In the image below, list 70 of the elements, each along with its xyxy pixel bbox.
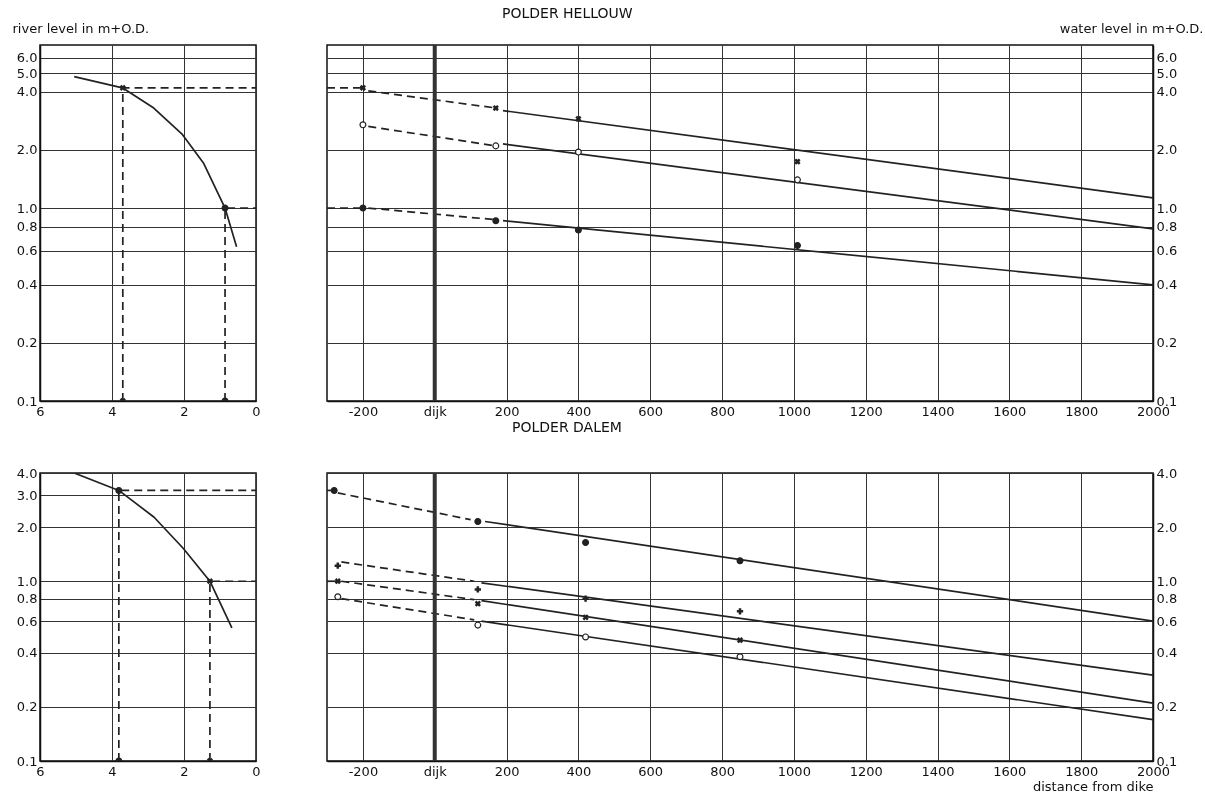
y2-tick-label: 4.0: [1156, 465, 1178, 481]
x-tick-label: dijk: [423, 403, 448, 419]
x-tick-label: 1200: [849, 763, 883, 779]
y-tick-label: 0.1: [16, 753, 38, 769]
chart-title: POLDER DALEM: [512, 419, 622, 435]
x-tick-label: 6: [36, 403, 45, 419]
y-tick-label: 0.8: [16, 219, 38, 235]
y2-tick-label: 5.0: [1156, 65, 1178, 81]
x-tick-label: 0: [252, 403, 261, 419]
y2-tick-label: 0.2: [1156, 335, 1178, 351]
y2-tick-label: 2.0: [1156, 519, 1178, 535]
x-tick-label: -200: [348, 403, 379, 419]
y2-tick-label: 1.0: [1156, 573, 1178, 589]
y-axis-title: river level in m+O.D.: [12, 20, 150, 36]
y-tick-label: 4.0: [16, 84, 38, 100]
x-tick-label: 6: [36, 763, 45, 779]
x-tick-label: 2: [180, 403, 189, 419]
y-tick-label: 1.0: [16, 573, 38, 589]
y-tick-label: 3.0: [16, 487, 38, 503]
x-tick-label: 800: [710, 403, 735, 419]
x-tick-label: 600: [638, 403, 664, 419]
y-tick-label: 4.0: [16, 465, 38, 481]
y-tick-label: 0.2: [16, 335, 38, 351]
x-tick-label: 1800: [1065, 763, 1099, 779]
x-tick-label: 800: [710, 763, 735, 779]
y-tick-label: 0.1: [16, 393, 38, 409]
y2-tick-label: 0.6: [1156, 243, 1178, 259]
x-tick-label: 1400: [921, 763, 955, 779]
x-tick-label: 200: [494, 403, 520, 419]
x-tick-label: 600: [638, 763, 664, 779]
x-tick-label: 4: [108, 763, 117, 779]
y-tick-label: 0.4: [16, 277, 38, 293]
y-tick-label: 0.2: [16, 699, 38, 715]
y-tick-label: 2.0: [16, 142, 38, 158]
y2-tick-label: 2.0: [1156, 142, 1178, 158]
x-tick-label: 1800: [1065, 403, 1099, 419]
y2-tick-label: 0.8: [1156, 219, 1178, 235]
x-tick-label: 200: [494, 763, 520, 779]
x-tick-label: -200: [348, 763, 379, 779]
x-tick-label: 400: [566, 763, 592, 779]
x-tick-label: 400: [566, 403, 592, 419]
y2-tick-label: 0.4: [1156, 645, 1178, 661]
chart-title: POLDER HELLOUW: [502, 5, 633, 21]
y2-axis-title: water level in m+O.D.: [1059, 20, 1204, 36]
y2-tick-label: 1.0: [1156, 200, 1178, 216]
x-tick-label: 4: [108, 403, 117, 419]
x-tick-label: 1400: [921, 403, 955, 419]
x-tick-label: 2: [180, 763, 189, 779]
y2-tick-label: 0.4: [1156, 277, 1178, 293]
x-tick-label: 1600: [993, 403, 1027, 419]
y-tick-label: 0.8: [16, 591, 38, 607]
y-tick-label: 2.0: [16, 519, 38, 535]
y-tick-label: 0.6: [16, 613, 38, 629]
y-tick-label: 5.0: [16, 65, 38, 81]
x-tick-label: 1000: [777, 763, 811, 779]
y-tick-label: 0.4: [16, 645, 38, 661]
y2-tick-label: 6.0: [1156, 50, 1178, 66]
x-tick-label: dijk: [423, 763, 448, 779]
y2-tick-label: 0.8: [1156, 591, 1178, 607]
x-tick-label: 1600: [993, 763, 1027, 779]
y2-tick-label: 0.2: [1156, 699, 1178, 715]
x-tick-label: 1000: [777, 403, 811, 419]
y-tick-label: 6.0: [16, 50, 38, 66]
y-tick-label: 0.6: [16, 243, 38, 259]
x-axis-title: distance from dike: [1032, 778, 1154, 794]
x-tick-label: 0: [252, 763, 261, 779]
y-tick-label: 1.0: [16, 200, 38, 216]
y2-tick-label: 0.6: [1156, 613, 1178, 629]
x-tick-label: 1200: [849, 403, 883, 419]
y2-tick-label: 4.0: [1156, 84, 1178, 100]
